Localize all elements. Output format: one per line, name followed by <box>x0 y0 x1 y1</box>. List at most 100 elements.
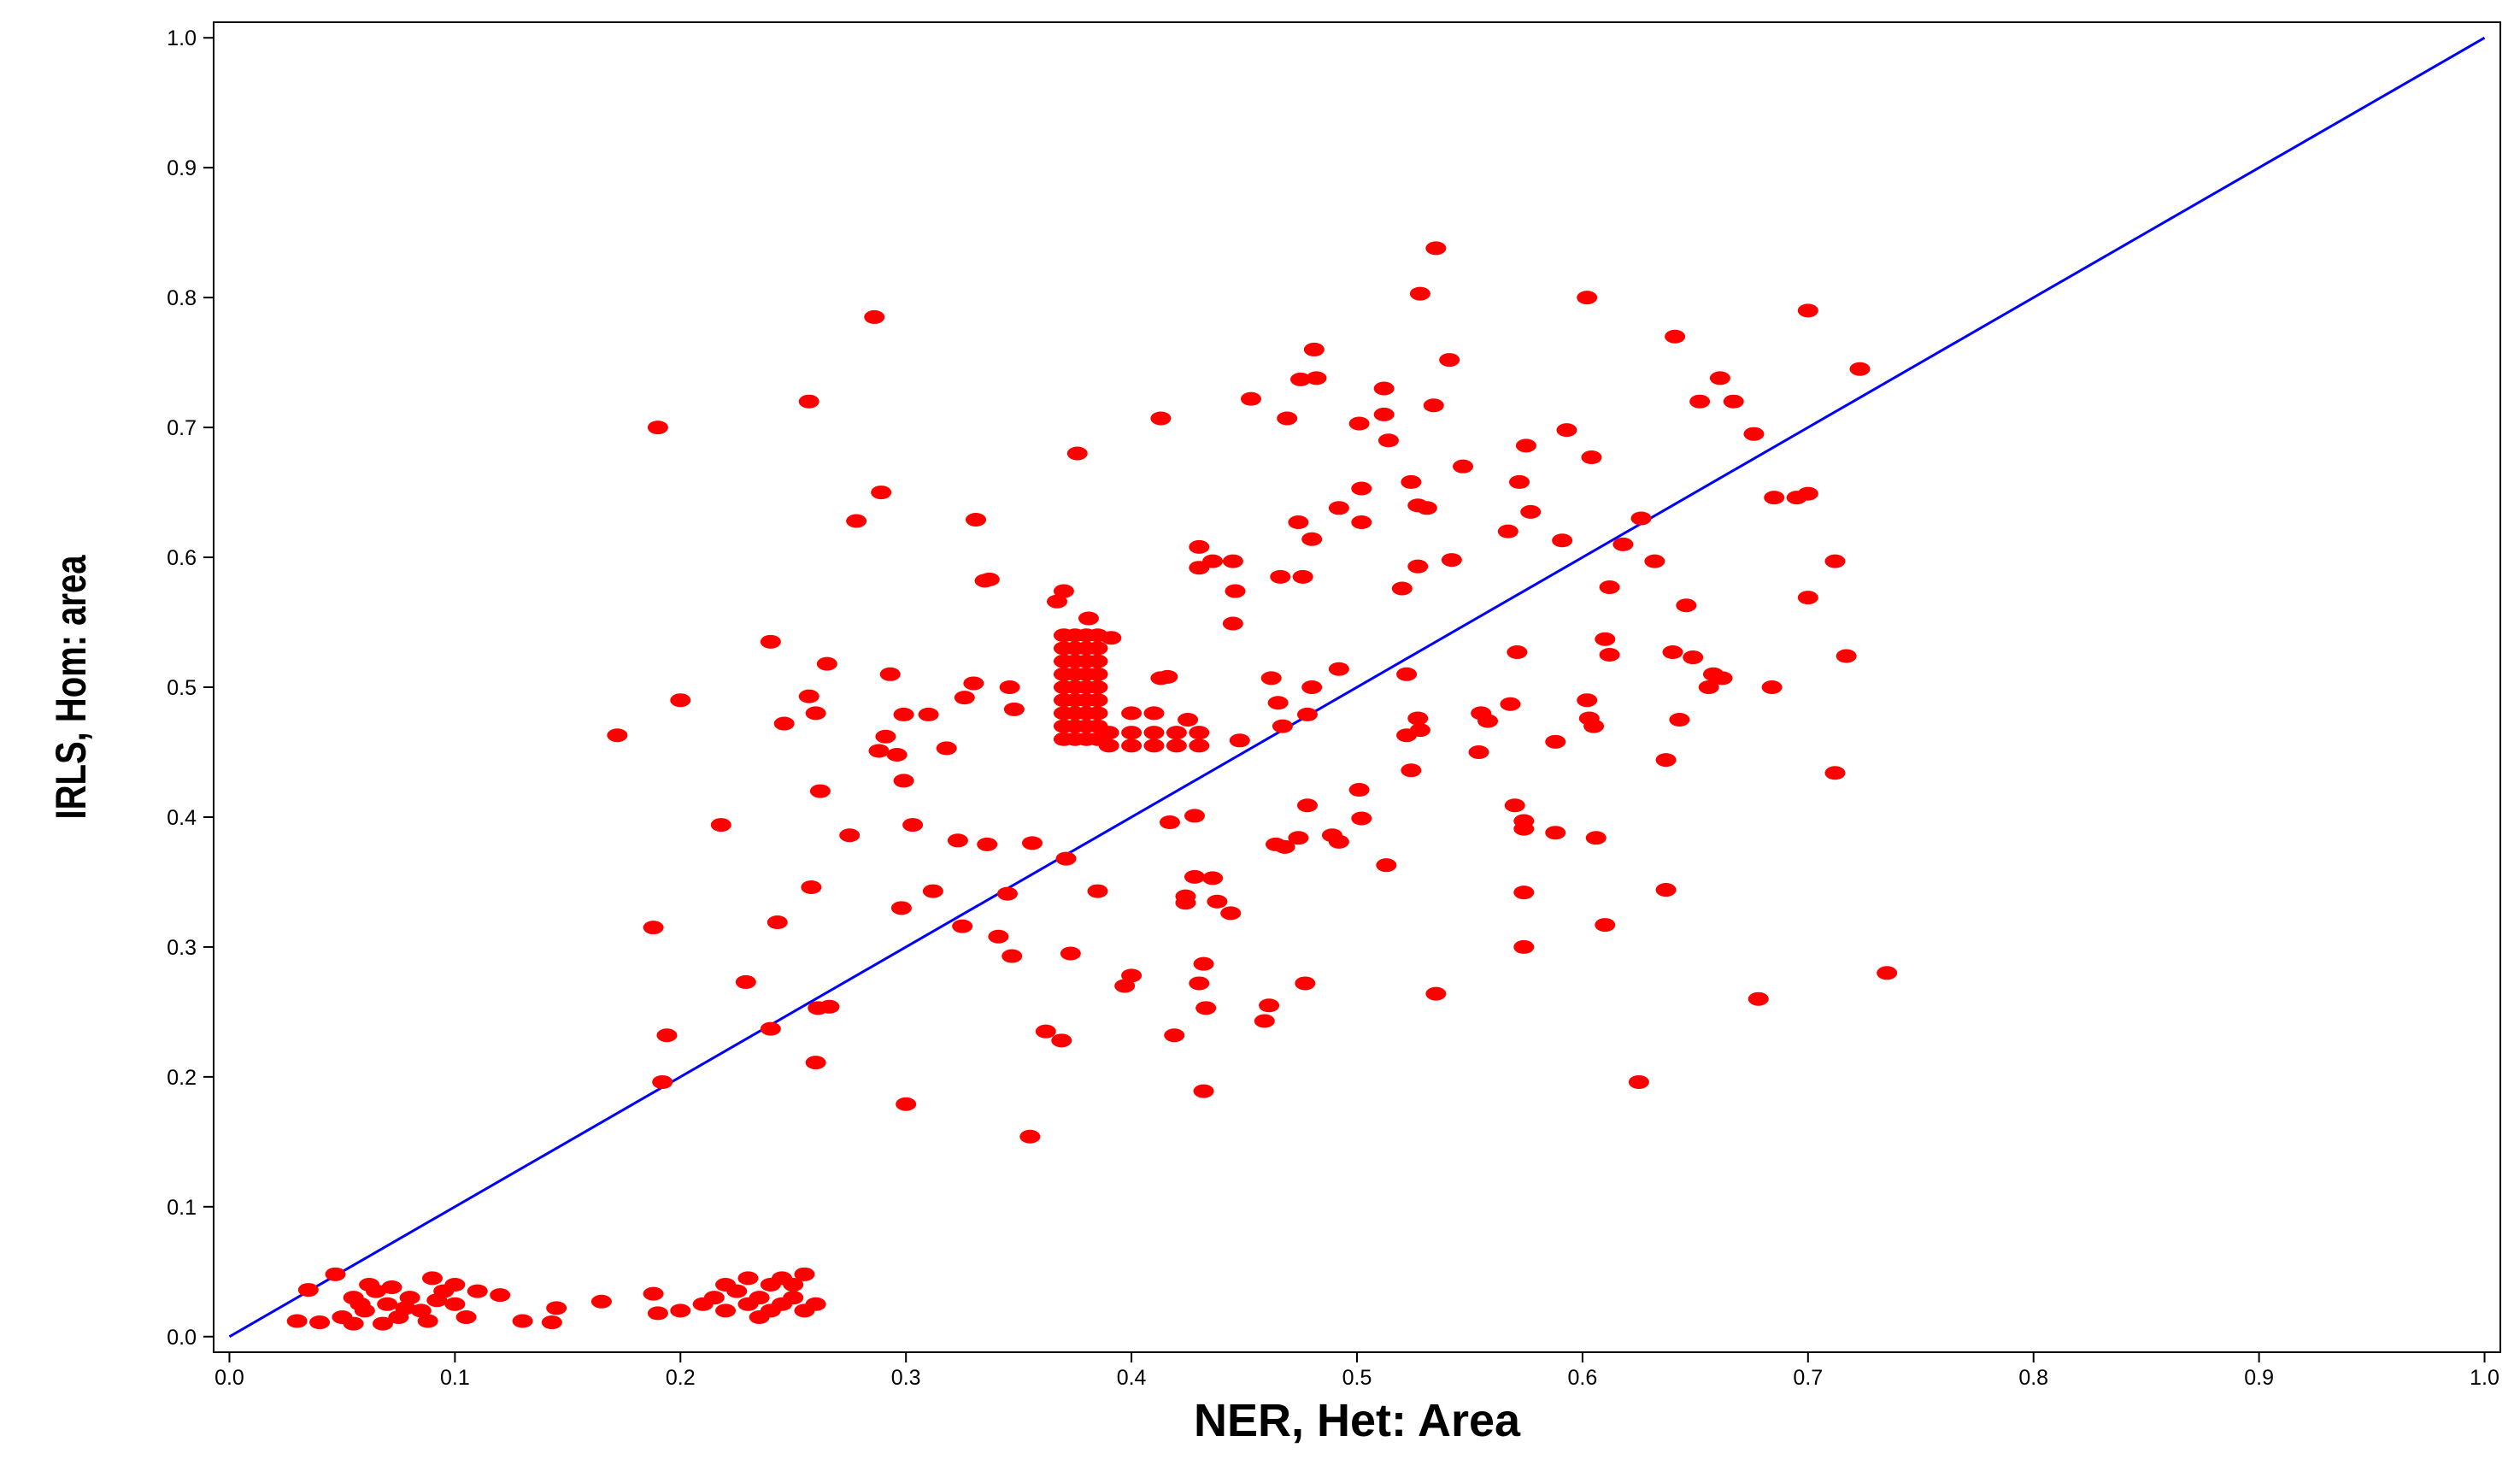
scatter-point <box>1055 851 1077 866</box>
scatter-point <box>426 1293 448 1308</box>
scatter-point <box>886 748 908 762</box>
scatter-point <box>1053 584 1074 598</box>
x-tick-label: 0.0 <box>214 1366 244 1390</box>
scatter-point <box>1497 524 1518 538</box>
scatter-point <box>350 1297 371 1311</box>
scatter-point <box>801 880 822 895</box>
x-tick-label: 0.6 <box>1568 1366 1598 1390</box>
scatter-point <box>1267 696 1289 710</box>
scatter-point <box>1520 504 1542 519</box>
scatter-point <box>710 818 731 833</box>
scatter-point <box>1121 738 1143 753</box>
scatter-point <box>1468 744 1489 759</box>
scatter-point <box>783 1277 804 1292</box>
scatter-point <box>1743 427 1765 441</box>
scatter-point <box>805 706 826 721</box>
scatter-point <box>1351 481 1372 496</box>
scatter-point <box>1786 491 1807 505</box>
scatter-point <box>947 833 968 848</box>
scatter-point <box>805 1297 826 1311</box>
scatter-point <box>1761 680 1783 694</box>
scatter-point <box>879 667 901 681</box>
scatter-point <box>1220 906 1242 921</box>
x-tick-label: 0.4 <box>1117 1366 1147 1390</box>
scatter-point <box>309 1315 331 1330</box>
scatter-point <box>977 837 998 851</box>
scatter-point <box>794 1267 815 1281</box>
scatter-point <box>1376 858 1397 873</box>
scatter-point <box>896 1097 917 1111</box>
scatter-point <box>1595 918 1616 933</box>
scatter-point <box>1416 501 1437 515</box>
y-tick-label: 1.0 <box>167 26 197 50</box>
scatter-point <box>1507 644 1528 659</box>
scatter-point <box>643 921 664 935</box>
scatter-point <box>1373 407 1395 421</box>
scatter-point <box>647 1306 668 1321</box>
y-tick-label: 0.6 <box>167 546 197 570</box>
scatter-point <box>1270 569 1291 584</box>
scatter-point <box>1306 371 1327 385</box>
scatter-point <box>656 1028 678 1043</box>
scatter-point <box>1477 714 1499 728</box>
scatter-point <box>1021 836 1043 850</box>
scatter-point <box>286 1314 308 1328</box>
scatter-point <box>715 1277 737 1292</box>
scatter-point <box>1712 671 1733 686</box>
scatter-point <box>1121 726 1143 740</box>
scatter-point <box>1222 554 1243 568</box>
scatter-point <box>1391 581 1413 596</box>
scatter-point <box>875 729 896 744</box>
scatter-point <box>1288 831 1309 845</box>
scatter-point <box>1439 353 1460 368</box>
scatter-point <box>1709 371 1730 385</box>
scatter-point <box>1764 491 1785 505</box>
scatter-point <box>1296 707 1318 721</box>
scatter-point <box>1166 726 1187 740</box>
scatter-point <box>1797 591 1818 605</box>
scatter-point <box>1035 1024 1056 1039</box>
scatter-point <box>1274 839 1295 854</box>
scatter-point <box>325 1267 346 1281</box>
scatter-point <box>918 707 939 721</box>
scatter-point <box>1552 533 1573 548</box>
scatter-point <box>1836 649 1857 663</box>
x-tick-label: 0.2 <box>666 1366 696 1390</box>
scatter-point <box>936 741 957 756</box>
scatter-point <box>1295 976 1316 991</box>
scatter-point <box>1121 706 1143 721</box>
scatter-point <box>1296 798 1318 813</box>
scatter-point <box>760 634 781 649</box>
scatter-point <box>809 784 831 798</box>
scatter-point <box>1189 738 1210 753</box>
scatter-point <box>890 901 912 915</box>
y-tick-label: 0.1 <box>167 1196 197 1220</box>
scatter-point <box>1157 669 1178 684</box>
y-tick-label: 0.2 <box>167 1066 197 1090</box>
scatter-point <box>805 1056 826 1070</box>
scatter-point <box>1222 616 1243 631</box>
scatter-point <box>1425 241 1447 256</box>
scatter-point <box>1441 553 1462 568</box>
scatter-point <box>1114 979 1136 993</box>
scatter-point <box>1229 733 1250 748</box>
reference-line <box>228 36 2486 1339</box>
scatter-point <box>1328 662 1349 676</box>
scatter-point <box>1583 719 1605 733</box>
scatter-point <box>1698 680 1719 694</box>
scatter-point <box>1184 809 1205 823</box>
scatter-point <box>1655 883 1677 897</box>
scatter-point <box>1577 291 1598 305</box>
scatter-point <box>1407 711 1429 726</box>
scatter-point <box>922 884 943 898</box>
scatter-point <box>1060 946 1081 961</box>
scatter-point <box>737 1271 759 1286</box>
scatter-point <box>868 744 890 758</box>
scatter-point <box>1087 628 1108 643</box>
scatter-point <box>1581 450 1602 465</box>
scatter-point <box>715 1303 737 1318</box>
scatter-point <box>1748 992 1769 1006</box>
scatter-point <box>767 915 788 930</box>
scatter-point <box>760 1021 781 1036</box>
